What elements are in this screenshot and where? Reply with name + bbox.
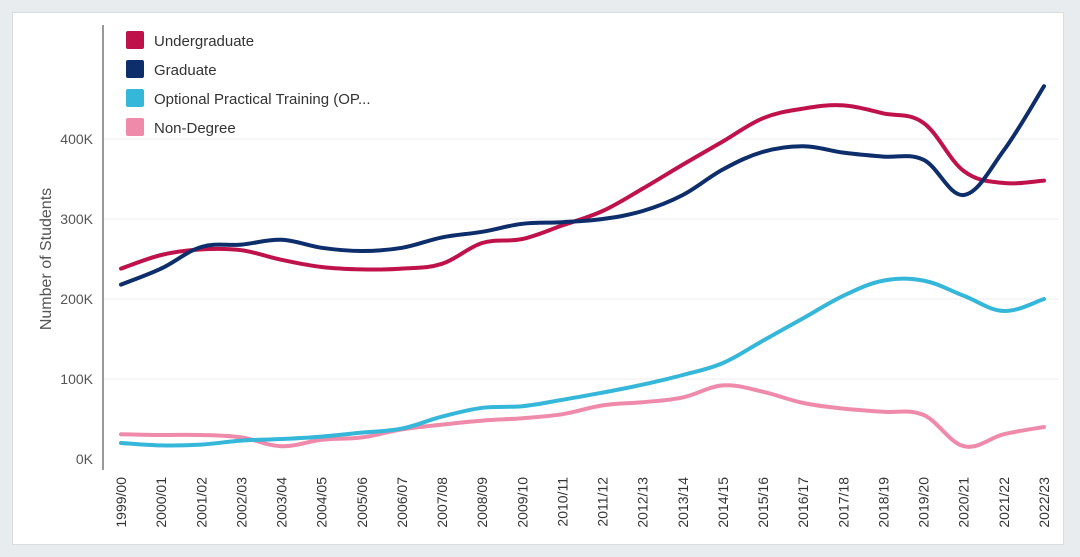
gridlines	[103, 138, 1058, 380]
x-tick-label: 2020/21	[956, 477, 972, 528]
legend-label[interactable]: Undergraduate	[154, 33, 254, 50]
legend-label[interactable]: Graduate	[154, 62, 217, 79]
x-tick-label: 2017/18	[835, 477, 851, 528]
x-tick-label: 2014/15	[715, 477, 731, 528]
legend: Undergraduate Graduate Optional Practical …	[126, 31, 371, 137]
series-line-graduate[interactable]	[119, 84, 1046, 287]
chart-card: Number of Students 0K 100K 200K 300K 400K 19…	[12, 12, 1064, 545]
y-axis-title: Number of Students	[38, 188, 55, 330]
x-tick-label: 2018/19	[875, 477, 891, 528]
x-tick-label: 1999/00	[113, 477, 129, 528]
legend-swatch	[126, 89, 144, 107]
x-tick-label: 2011/12	[595, 477, 611, 527]
series-line-undergraduate[interactable]	[119, 103, 1046, 272]
x-tick-label: 2003/04	[274, 477, 290, 528]
x-tick-label: 2019/20	[916, 477, 932, 528]
legend-swatch	[126, 118, 144, 136]
series-line-optional-practical-training-op[interactable]	[119, 276, 1046, 448]
x-tick-label: 2022/23	[1036, 477, 1052, 528]
y-tick-label: 300K	[60, 211, 93, 227]
y-tick-label: 400K	[60, 131, 93, 147]
x-tick-label: 2000/01	[153, 477, 169, 528]
line-chart: Number of Students 0K 100K 200K 300K 400K 19…	[38, 25, 1058, 528]
legend-swatch	[126, 31, 144, 49]
x-tick-label: 2013/14	[675, 477, 691, 528]
x-tick-label: 2021/22	[996, 477, 1012, 528]
x-tick-label: 2015/16	[755, 477, 771, 528]
series-lines	[119, 84, 1046, 449]
x-tick-label: 2004/05	[314, 477, 330, 528]
x-tick-label: 2006/07	[394, 477, 410, 528]
y-tick-label: 0K	[76, 451, 94, 467]
y-tick-label: 100K	[60, 371, 93, 387]
x-tick-label: 2009/10	[514, 477, 530, 528]
x-tick-label: 2002/03	[233, 477, 249, 528]
x-tick-label: 2016/17	[795, 477, 811, 528]
y-tick-label: 200K	[60, 291, 93, 307]
series-line-non-degree[interactable]	[119, 383, 1046, 449]
x-tick-label: 2010/11	[554, 477, 570, 527]
x-tick-label: 2012/13	[635, 477, 651, 528]
legend-label[interactable]: Non-Degree	[154, 120, 236, 137]
legend-swatch	[126, 60, 144, 78]
x-axis-ticks: 1999/00 2000/01 2001/02 2002/03 2003/04 2004/…	[113, 477, 1052, 528]
legend-label[interactable]: Optional Practical Training (OP...	[154, 91, 371, 108]
x-tick-label: 2007/08	[434, 477, 450, 528]
x-tick-label: 2008/09	[474, 477, 490, 528]
y-axis-ticks: 0K 100K 200K 300K 400K	[60, 131, 93, 467]
x-tick-label: 2001/02	[193, 477, 209, 528]
x-tick-label: 2005/06	[354, 477, 370, 528]
